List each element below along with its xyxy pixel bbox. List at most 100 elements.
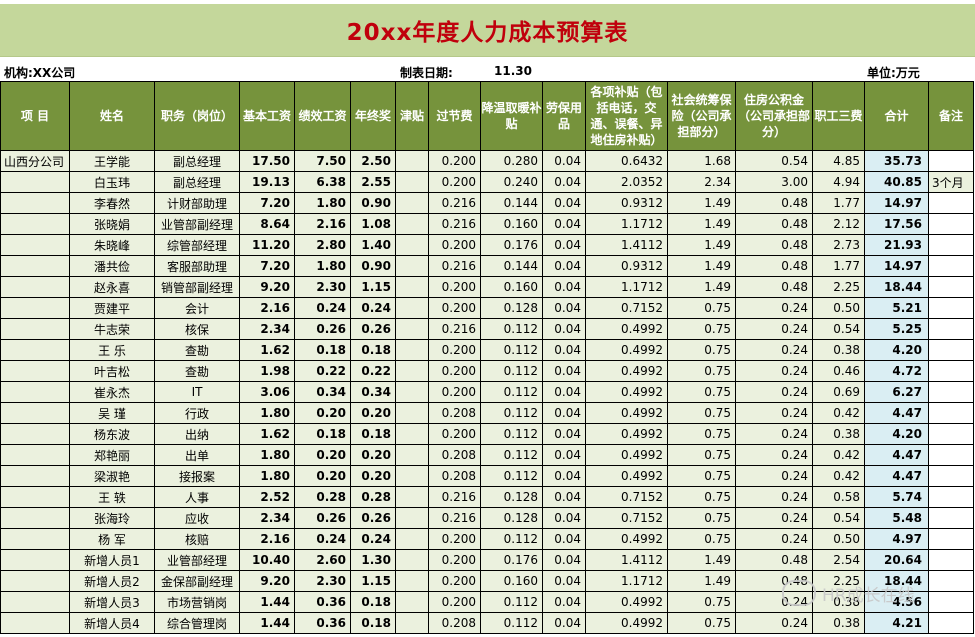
cell-note[interactable] <box>928 591 974 613</box>
cell-three[interactable]: 1.77 <box>812 255 865 277</box>
cell-base[interactable]: 1.80 <box>239 402 295 424</box>
cell-fund[interactable]: 0.54 <box>735 150 813 172</box>
cell-post[interactable]: 业管部经理 <box>154 549 240 571</box>
cell-perf[interactable]: 2.16 <box>294 213 351 235</box>
cell-bonus[interactable]: 0.18 <box>350 423 396 445</box>
cell-bonus[interactable]: 1.08 <box>350 213 396 235</box>
cell-sub[interactable]: 0.4992 <box>585 591 668 613</box>
cell-name[interactable]: 梁淑艳 <box>69 465 155 487</box>
cell-perf[interactable]: 0.20 <box>294 465 351 487</box>
cell-sub[interactable]: 0.4992 <box>585 360 668 382</box>
cell-note[interactable] <box>928 255 974 277</box>
cell-fund[interactable]: 0.24 <box>735 402 813 424</box>
cell-name[interactable]: 贾建平 <box>69 297 155 319</box>
cell-base[interactable]: 7.20 <box>239 255 295 277</box>
cell-bonus[interactable]: 0.20 <box>350 402 396 424</box>
cell-fund[interactable]: 0.24 <box>735 318 813 340</box>
cell-fund[interactable]: 0.24 <box>735 465 813 487</box>
cell-allow[interactable] <box>395 297 429 319</box>
cell-base[interactable]: 17.50 <box>239 150 295 172</box>
cell-total[interactable]: 4.21 <box>864 612 929 634</box>
cell-temp[interactable]: 0.112 <box>480 612 543 634</box>
cell-fund[interactable]: 0.48 <box>735 192 813 214</box>
cell-sub[interactable]: 0.4992 <box>585 528 668 550</box>
cell-note[interactable] <box>928 465 974 487</box>
cell-total[interactable]: 20.64 <box>864 549 929 571</box>
cell-temp[interactable]: 0.144 <box>480 192 543 214</box>
cell-temp[interactable]: 0.112 <box>480 402 543 424</box>
cell-temp[interactable]: 0.112 <box>480 444 543 466</box>
cell-allow[interactable] <box>395 192 429 214</box>
cell-note[interactable] <box>928 150 974 172</box>
cell-bonus[interactable]: 0.18 <box>350 612 396 634</box>
cell-holiday[interactable]: 0.200 <box>428 528 481 550</box>
cell-ins[interactable]: 0.75 <box>667 507 736 529</box>
cell-total[interactable]: 18.44 <box>864 276 929 298</box>
cell-name[interactable]: 郑艳丽 <box>69 444 155 466</box>
cell-holiday[interactable]: 0.200 <box>428 591 481 613</box>
cell-total[interactable]: 6.27 <box>864 381 929 403</box>
cell-fund[interactable]: 0.24 <box>735 297 813 319</box>
cell-labor[interactable]: 0.04 <box>542 234 586 256</box>
cell-base[interactable]: 9.20 <box>239 570 295 592</box>
cell-fund[interactable]: 0.48 <box>735 549 813 571</box>
cell-holiday[interactable]: 0.208 <box>428 465 481 487</box>
cell-sub[interactable]: 0.9312 <box>585 255 668 277</box>
cell-name[interactable]: 张晓娟 <box>69 213 155 235</box>
cell-ins[interactable]: 0.75 <box>667 318 736 340</box>
cell-total[interactable]: 4.47 <box>864 444 929 466</box>
cell-org[interactable] <box>0 213 70 235</box>
cell-temp[interactable]: 0.176 <box>480 234 543 256</box>
cell-base[interactable]: 10.40 <box>239 549 295 571</box>
cell-holiday[interactable]: 0.216 <box>428 192 481 214</box>
cell-perf[interactable]: 2.80 <box>294 234 351 256</box>
cell-sub[interactable]: 0.4992 <box>585 423 668 445</box>
cell-temp[interactable]: 0.128 <box>480 507 543 529</box>
cell-labor[interactable]: 0.04 <box>542 423 586 445</box>
cell-total[interactable]: 5.74 <box>864 486 929 508</box>
cell-temp[interactable]: 0.128 <box>480 486 543 508</box>
cell-base[interactable]: 1.62 <box>239 339 295 361</box>
cell-fund[interactable]: 0.24 <box>735 381 813 403</box>
cell-ins[interactable]: 1.49 <box>667 213 736 235</box>
cell-note[interactable] <box>928 339 974 361</box>
cell-three[interactable]: 0.46 <box>812 360 865 382</box>
cell-perf[interactable]: 0.26 <box>294 318 351 340</box>
cell-name[interactable]: 白玉玮 <box>69 171 155 193</box>
cell-base[interactable]: 2.34 <box>239 507 295 529</box>
cell-labor[interactable]: 0.04 <box>542 402 586 424</box>
cell-temp[interactable]: 0.144 <box>480 255 543 277</box>
cell-holiday[interactable]: 0.200 <box>428 234 481 256</box>
cell-bonus[interactable]: 0.28 <box>350 486 396 508</box>
cell-allow[interactable] <box>395 171 429 193</box>
cell-three[interactable]: 0.54 <box>812 318 865 340</box>
cell-fund[interactable]: 0.24 <box>735 612 813 634</box>
cell-note[interactable] <box>928 192 974 214</box>
cell-ins[interactable]: 1.49 <box>667 549 736 571</box>
cell-org[interactable] <box>0 381 70 403</box>
cell-note[interactable] <box>928 444 974 466</box>
cell-allow[interactable] <box>395 465 429 487</box>
cell-base[interactable]: 1.44 <box>239 591 295 613</box>
cell-three[interactable]: 0.38 <box>812 591 865 613</box>
cell-sub[interactable]: 0.6432 <box>585 150 668 172</box>
cell-allow[interactable] <box>395 612 429 634</box>
cell-sub[interactable]: 0.4992 <box>585 381 668 403</box>
cell-note[interactable] <box>928 213 974 235</box>
cell-total[interactable]: 40.85 <box>864 171 929 193</box>
cell-org[interactable] <box>0 465 70 487</box>
cell-note[interactable] <box>928 402 974 424</box>
cell-holiday[interactable]: 0.216 <box>428 255 481 277</box>
cell-name[interactable]: 赵永喜 <box>69 276 155 298</box>
cell-perf[interactable]: 7.50 <box>294 150 351 172</box>
cell-org[interactable] <box>0 549 70 571</box>
cell-bonus[interactable]: 0.26 <box>350 318 396 340</box>
cell-ins[interactable]: 1.49 <box>667 192 736 214</box>
cell-sub[interactable]: 0.7152 <box>585 486 668 508</box>
cell-temp[interactable]: 0.112 <box>480 318 543 340</box>
cell-post[interactable]: 综合管理岗 <box>154 612 240 634</box>
cell-post[interactable]: 综管部经理 <box>154 234 240 256</box>
cell-temp[interactable]: 0.176 <box>480 549 543 571</box>
cell-holiday[interactable]: 0.200 <box>428 150 481 172</box>
cell-total[interactable]: 5.48 <box>864 507 929 529</box>
